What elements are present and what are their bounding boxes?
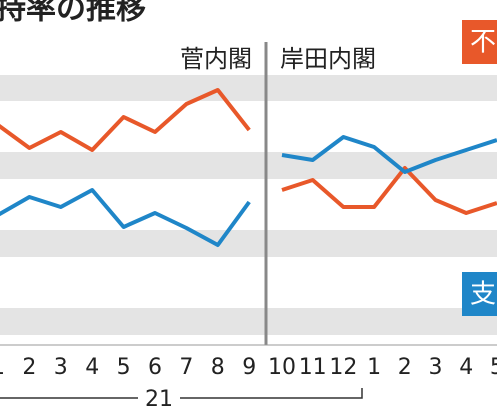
band [0, 152, 497, 179]
x-tick-label: 11 [299, 355, 327, 380]
x-tick-label: 6 [148, 355, 162, 380]
x-tick-label: 12 [329, 355, 357, 380]
x-tick-label: 3 [54, 355, 68, 380]
x-tick-label: 9 [242, 355, 256, 380]
legend-label: 不 [470, 28, 496, 58]
year-bracket [0, 388, 363, 399]
legend-box [462, 272, 497, 316]
x-tick-label: 10 [268, 355, 296, 380]
x-tick-label: 4 [85, 355, 99, 380]
year-label: 21 [145, 387, 173, 410]
series-line [0, 88, 251, 152]
series-line [281, 166, 497, 215]
x-tick-label: 8 [211, 355, 225, 380]
band [0, 75, 497, 101]
x-tick-label: 1 [0, 355, 5, 380]
x-tick-label: 2 [22, 355, 36, 380]
series-line [281, 135, 497, 174]
legend-label: 支 [470, 280, 496, 310]
chart-title: 持率の推移 [0, 0, 146, 27]
x-tick-label: 5 [490, 355, 497, 380]
band [0, 230, 497, 257]
x-tick-label: 2 [398, 355, 412, 380]
band [0, 308, 497, 335]
x-tick-label: 3 [429, 355, 443, 380]
series-line [0, 188, 251, 247]
x-tick-label: 7 [179, 355, 193, 380]
x-tick-label: 5 [117, 355, 131, 380]
bands [0, 75, 497, 335]
x-tick-label: 4 [459, 355, 473, 380]
panel-label: 菅内閣 [180, 45, 252, 73]
x-tick-label: 1 [367, 355, 381, 380]
panel-label: 岸田内閣 [280, 45, 376, 73]
legend-box [462, 20, 497, 64]
